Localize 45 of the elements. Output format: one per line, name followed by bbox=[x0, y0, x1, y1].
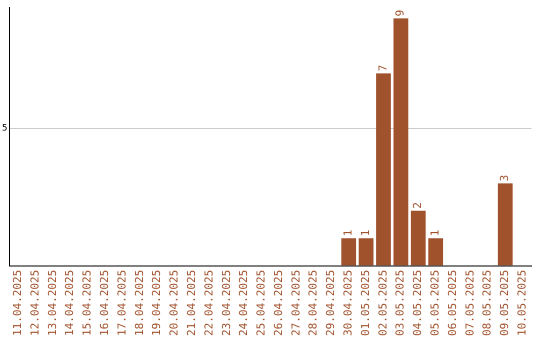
x-tick-label: 02.05.2025 bbox=[376, 270, 390, 336]
x-tick-label: 05.05.2025 bbox=[428, 270, 442, 336]
x-tick-label: 13.04.2025 bbox=[46, 270, 59, 336]
data-label: 9 bbox=[394, 10, 407, 16]
x-tick-label: 14.04.2025 bbox=[63, 270, 76, 336]
x-tick-label: 07.05.2025 bbox=[463, 270, 476, 336]
bar bbox=[428, 238, 444, 266]
x-tick-label: 27.04.2025 bbox=[289, 270, 302, 336]
x-tick-label: 26.04.2025 bbox=[272, 270, 285, 336]
x-tick-label: 03.05.2025 bbox=[394, 270, 407, 336]
x-tick-label: 24.04.2025 bbox=[237, 270, 250, 336]
x-tick-label: 21.04.2025 bbox=[184, 270, 198, 336]
data-label: 1 bbox=[342, 230, 355, 236]
x-tick-label: 10.05.2025 bbox=[516, 270, 529, 336]
x-tick-label: 09.05.2025 bbox=[498, 270, 512, 336]
x-tick-label: 06.05.2025 bbox=[446, 270, 459, 336]
data-label: 3 bbox=[498, 174, 512, 182]
bar bbox=[393, 18, 408, 266]
x-tick-label: 23.04.2025 bbox=[220, 270, 233, 336]
x-tick-label: 30.04.2025 bbox=[342, 270, 355, 336]
x-tick-label: 25.04.2025 bbox=[254, 270, 268, 336]
x-tick-label: 15.04.2025 bbox=[80, 270, 94, 336]
x-tick-label: 18.04.2025 bbox=[132, 270, 146, 336]
y-tick-label: 5 bbox=[2, 124, 8, 134]
x-tick-label: 16.04.2025 bbox=[98, 270, 111, 336]
data-label: 1 bbox=[358, 230, 372, 236]
x-tick-label: 22.04.2025 bbox=[202, 270, 216, 336]
x-tick-label: 08.05.2025 bbox=[480, 270, 494, 336]
bar bbox=[498, 183, 513, 266]
data-label: 7 bbox=[376, 64, 390, 72]
bar bbox=[376, 73, 391, 266]
x-tick-label: 11.04.2025 bbox=[10, 270, 24, 336]
x-tick-label: 12.04.2025 bbox=[28, 270, 42, 336]
bar bbox=[341, 238, 356, 266]
bar bbox=[410, 210, 426, 266]
x-tick-label: 20.04.2025 bbox=[168, 270, 181, 336]
x-tick-label: 28.04.2025 bbox=[306, 270, 320, 336]
data-label: 1 bbox=[428, 230, 442, 236]
x-tick-label: 29.04.2025 bbox=[324, 270, 338, 336]
bar bbox=[358, 238, 374, 266]
x-tick-label: 19.04.2025 bbox=[150, 270, 164, 336]
x-tick-label: 04.05.2025 bbox=[411, 270, 424, 336]
x-tick-label: 01.05.2025 bbox=[358, 270, 372, 336]
x-tick-label: 17.04.2025 bbox=[115, 270, 128, 336]
data-label: 2 bbox=[411, 202, 424, 209]
